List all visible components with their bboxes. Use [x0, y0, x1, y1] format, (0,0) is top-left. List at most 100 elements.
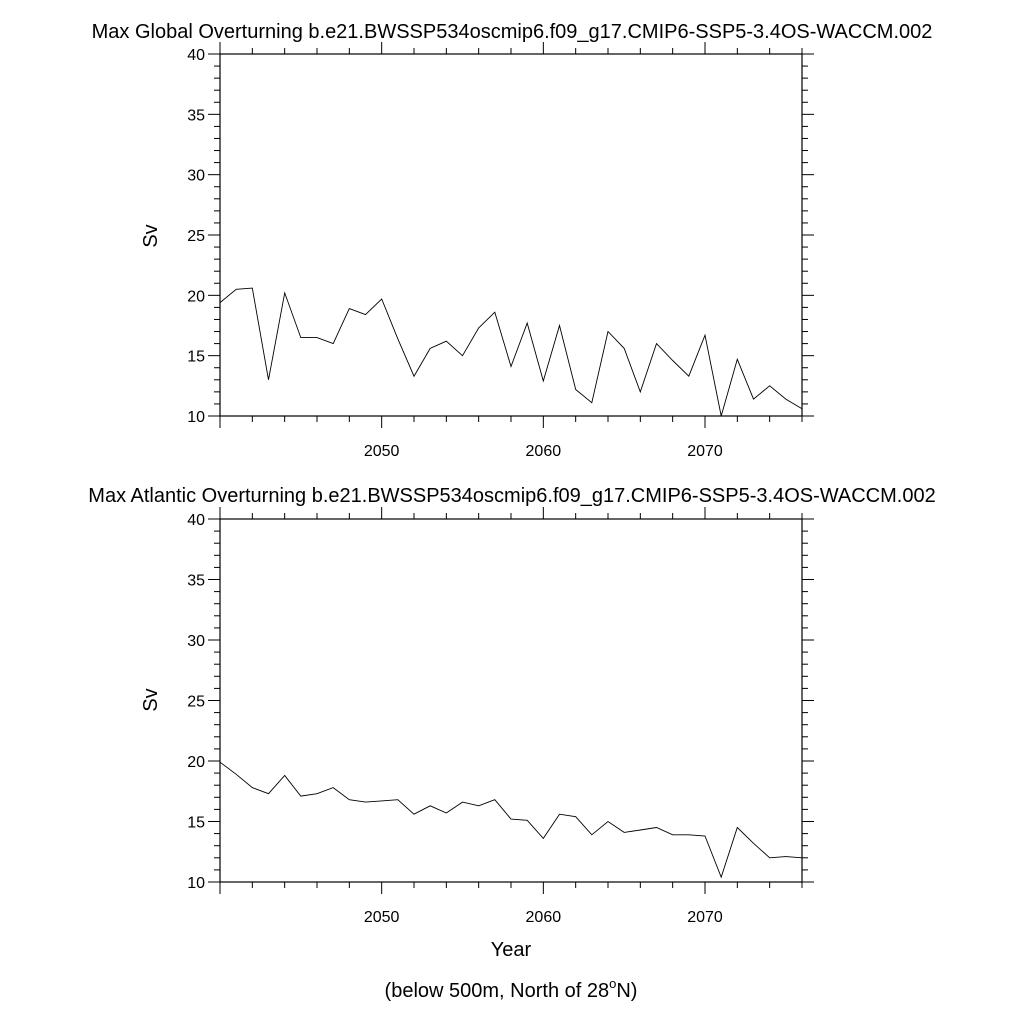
- data-point: [331, 342, 335, 346]
- series-group: [218, 287, 804, 418]
- data-point: [493, 798, 497, 802]
- data-point: [590, 833, 594, 837]
- data-point: [558, 324, 562, 328]
- data-point: [558, 812, 562, 816]
- data-point: [218, 760, 222, 764]
- data-point: [590, 401, 594, 405]
- data-point: [541, 379, 545, 383]
- y-axis-label: Sv: [140, 224, 162, 247]
- data-point: [525, 818, 529, 822]
- y-tick-label: 40: [187, 47, 205, 64]
- data-point: [347, 307, 351, 311]
- data-point: [477, 804, 481, 808]
- x-tick-label: 2070: [687, 909, 723, 926]
- data-point: [574, 388, 578, 392]
- degree-superscript: o: [609, 976, 616, 991]
- data-point: [283, 291, 287, 295]
- data-point: [509, 365, 513, 369]
- y-tick-labels: 10 15 20 25 30 35 40: [187, 47, 205, 426]
- data-point: [800, 407, 804, 411]
- data-point: [784, 397, 788, 401]
- data-point: [380, 799, 384, 803]
- y-tick-label: 20: [187, 754, 205, 771]
- series-line: [219, 287, 803, 417]
- data-point: [800, 856, 804, 860]
- x-tick-label: 2060: [526, 909, 562, 926]
- y-tick-label: 20: [187, 288, 205, 305]
- x-tick-label: 2060: [526, 443, 562, 460]
- data-point: [461, 800, 465, 804]
- x-axis-label: Year: [491, 939, 532, 961]
- data-point: [412, 374, 416, 378]
- data-point: [638, 390, 642, 394]
- data-point: [622, 830, 626, 834]
- data-point: [541, 836, 545, 840]
- data-point: [687, 374, 691, 378]
- series-group: [218, 760, 804, 879]
- data-point: [525, 321, 529, 325]
- x-tick-label: 2050: [364, 909, 400, 926]
- data-point: [315, 336, 319, 340]
- data-point: [719, 875, 723, 879]
- y-tick-label: 25: [187, 694, 205, 711]
- data-point: [719, 414, 723, 418]
- data-point: [267, 792, 271, 796]
- atlantic-overturning-panel: Max Atlantic Overturning b.e21.BWSSP534o…: [88, 485, 935, 961]
- chart-title: Max Atlantic Overturning b.e21.BWSSP534o…: [88, 485, 935, 507]
- data-point: [671, 833, 675, 837]
- footer-note: (below 500m, North of 28oN): [385, 976, 638, 1002]
- plot-frame: [219, 518, 803, 883]
- data-point: [671, 359, 675, 363]
- data-point: [396, 337, 400, 341]
- x-tick-labels: 2050 2060 2070: [364, 443, 723, 460]
- data-point: [428, 804, 432, 808]
- data-point: [784, 855, 788, 859]
- y-tick-label: 30: [187, 633, 205, 650]
- data-point: [493, 310, 497, 314]
- data-point: [444, 339, 448, 343]
- data-point: [315, 792, 319, 796]
- data-point: [752, 841, 756, 845]
- data-point: [218, 301, 222, 305]
- x-tick-label: 2050: [364, 443, 400, 460]
- data-point: [250, 786, 254, 790]
- y-tick-label: 35: [187, 107, 205, 124]
- data-point: [283, 774, 287, 778]
- data-point: [735, 826, 739, 830]
- series-line: [219, 761, 803, 879]
- y-tick-label: 25: [187, 228, 205, 245]
- y-tick-label: 40: [187, 512, 205, 529]
- footer-text-before: (below 500m, North of 28: [385, 980, 610, 1002]
- data-point: [234, 287, 238, 291]
- data-point: [655, 342, 659, 346]
- data-point: [444, 811, 448, 815]
- data-point: [768, 856, 772, 860]
- footer-text-after: N): [616, 980, 637, 1002]
- data-point: [638, 828, 642, 832]
- data-point: [735, 357, 739, 361]
- data-point: [606, 820, 610, 824]
- data-point: [606, 330, 610, 334]
- y-axis-label: Sv: [140, 688, 162, 711]
- data-point: [347, 798, 351, 802]
- data-point: [752, 397, 756, 401]
- y-tick-label: 15: [187, 349, 205, 366]
- data-point: [477, 326, 481, 330]
- data-point: [364, 800, 368, 804]
- y-tick-label: 30: [187, 168, 205, 185]
- data-point: [396, 798, 400, 802]
- data-point: [428, 346, 432, 350]
- plot-frame: [219, 53, 803, 417]
- y-tick-label: 10: [187, 875, 205, 892]
- data-point: [299, 336, 303, 340]
- global-overturning-panel: Max Global Overturning b.e21.BWSSP534osc…: [92, 21, 933, 460]
- data-point: [364, 313, 368, 317]
- data-point: [234, 772, 238, 776]
- tick-marks: [208, 42, 814, 428]
- data-point: [412, 812, 416, 816]
- chart-title: Max Global Overturning b.e21.BWSSP534osc…: [92, 21, 933, 43]
- tick-marks: [208, 507, 814, 894]
- x-tick-label: 2070: [687, 443, 723, 460]
- data-point: [509, 817, 513, 821]
